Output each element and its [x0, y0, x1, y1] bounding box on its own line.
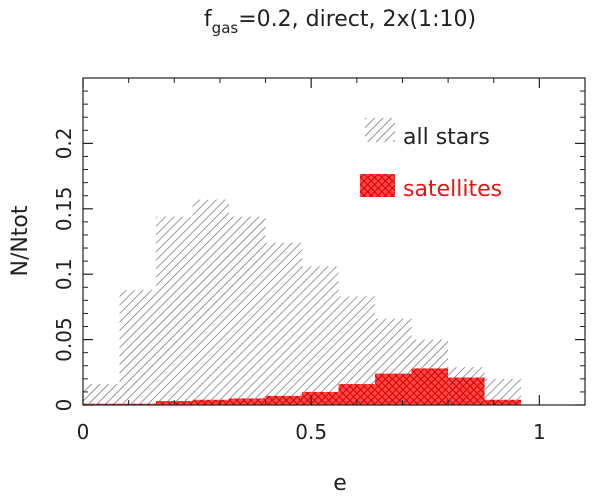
all-stars-bar — [192, 199, 230, 405]
y-tick-label: 0 — [52, 399, 76, 412]
all-stars-bar — [119, 289, 157, 405]
satellites-bar — [484, 399, 522, 405]
legend-label-all-stars: all stars — [403, 125, 490, 150]
satellites-bar — [229, 398, 266, 405]
legend: all stars satellites — [360, 118, 502, 202]
all-stars-bar — [265, 242, 303, 405]
x-tick-label: 0 — [77, 420, 90, 444]
satellites-bar — [302, 391, 339, 405]
y-tick-label: 0.1 — [52, 258, 76, 290]
satellites-bar — [119, 403, 157, 405]
satellites-bar — [192, 399, 230, 405]
satellites-bar — [265, 395, 303, 405]
legend-swatch-satellites — [360, 174, 395, 197]
all-stars-bar — [302, 266, 339, 405]
plot-frame — [82, 77, 586, 406]
legend-label-satellites: satellites — [403, 177, 502, 202]
satellites-bar — [411, 368, 449, 405]
x-tick-label: 1 — [533, 420, 546, 444]
y-axis-ticks: 0 0.05 0.1 0.15 0.2 — [52, 90, 585, 412]
y-tick-label: 0.05 — [52, 317, 76, 362]
y-tick-label: 0.2 — [52, 127, 76, 159]
all-stars-bar — [83, 384, 120, 405]
legend-swatch-all-stars — [365, 118, 395, 142]
all-stars-bar — [229, 216, 266, 405]
chart-title: fgas=0.2, direct, 2x(1:10) — [204, 7, 476, 37]
x-axis-ticks: 0 0.5 1 — [77, 78, 546, 444]
satellites-bar — [338, 384, 376, 405]
satellites-bar — [375, 373, 412, 405]
x-axis-label: e — [333, 471, 347, 496]
y-axis-label: N/Ntot — [8, 205, 33, 276]
x-tick-label: 0.5 — [295, 420, 327, 444]
satellites-bar — [83, 403, 120, 405]
satellites-bar — [448, 377, 485, 405]
all-stars-series — [83, 199, 522, 405]
all-stars-bar — [156, 216, 193, 405]
y-tick-label: 0.15 — [52, 187, 76, 232]
